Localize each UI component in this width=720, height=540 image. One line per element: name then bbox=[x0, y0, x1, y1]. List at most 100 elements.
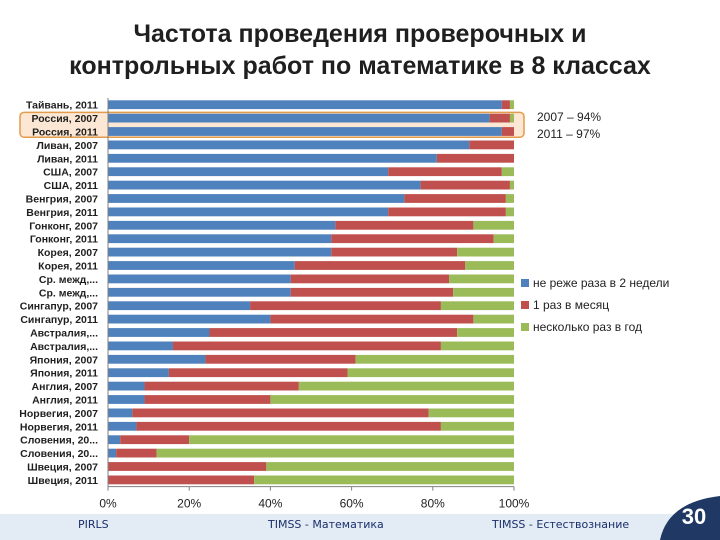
bar-segment bbox=[132, 408, 429, 418]
bar-segment bbox=[168, 368, 348, 378]
bar-segment bbox=[347, 368, 514, 378]
bar-segment bbox=[108, 475, 255, 485]
bar-segment bbox=[331, 247, 458, 257]
category-label: Ср. межд,... bbox=[39, 274, 98, 286]
bar-segment bbox=[509, 100, 514, 110]
page-number-badge bbox=[660, 496, 720, 540]
category-label: Словения, 20... bbox=[20, 448, 98, 460]
x-tick-label: 100% bbox=[499, 497, 530, 511]
page-number: 30 bbox=[681, 504, 707, 529]
legend-label: несколько раз в год bbox=[533, 320, 642, 334]
bar-segment bbox=[172, 341, 441, 351]
bar-segment bbox=[440, 341, 514, 351]
annotation-2007: 2007 – 94% bbox=[537, 110, 601, 124]
bar-segment bbox=[355, 354, 514, 364]
bar-segment bbox=[436, 153, 514, 163]
bar-segment bbox=[108, 421, 137, 431]
bar-segment bbox=[108, 287, 291, 297]
bar-segment bbox=[116, 448, 157, 458]
bar-segment bbox=[108, 247, 332, 257]
bar-segment bbox=[505, 194, 514, 203]
bar-segment bbox=[209, 328, 458, 337]
bar-segment bbox=[250, 301, 441, 311]
bar-segment bbox=[108, 354, 206, 364]
bar-segment bbox=[108, 180, 421, 190]
category-label: Швеция, 2011 bbox=[28, 475, 99, 487]
category-label: Австралия,... bbox=[30, 328, 98, 340]
bar-segment bbox=[254, 475, 514, 485]
bar-segment bbox=[473, 314, 514, 324]
category-label: Австралия,... bbox=[30, 341, 98, 353]
category-label: Венгрия, 2011 bbox=[26, 207, 98, 219]
bar-segment bbox=[108, 274, 291, 284]
bar-segment bbox=[144, 395, 271, 404]
legend-label: 1 раз в месяц bbox=[533, 298, 609, 312]
category-label: Венгрия, 2007 bbox=[26, 194, 98, 206]
footer-pirls: PIRLS bbox=[78, 518, 109, 531]
category-label: Тайвань, 2011 bbox=[26, 100, 98, 112]
bar-segment bbox=[108, 153, 437, 163]
bar-segment bbox=[335, 220, 474, 230]
bar-segment bbox=[440, 301, 514, 311]
bar-segment bbox=[108, 408, 133, 418]
bar-segment bbox=[108, 207, 389, 217]
footer-timss-math: TIMSS - Математика bbox=[268, 518, 384, 531]
category-label: Япония, 2007 bbox=[30, 354, 99, 366]
legend-swatch bbox=[521, 279, 529, 287]
category-label: Сингапур, 2007 bbox=[20, 301, 98, 313]
bar-segment bbox=[108, 301, 251, 311]
bar-segment bbox=[136, 421, 441, 431]
bar-segment bbox=[189, 435, 514, 445]
bar-segment bbox=[270, 314, 474, 324]
bar-segment bbox=[505, 207, 514, 217]
bar-segment bbox=[493, 234, 514, 244]
bar-segment bbox=[509, 113, 514, 123]
bar-segment bbox=[453, 287, 514, 297]
bar-segment bbox=[420, 180, 510, 190]
bar-segment bbox=[298, 381, 514, 391]
category-label: Ливан, 2007 bbox=[36, 140, 98, 152]
bar-segment bbox=[108, 462, 267, 471]
chart-title-line-1: Частота проведения проверочных и bbox=[133, 20, 587, 48]
bar-segment bbox=[108, 368, 169, 378]
bar-segment bbox=[108, 328, 210, 337]
bar-segment bbox=[457, 328, 514, 337]
bar-segment bbox=[108, 220, 336, 230]
bar-segment bbox=[108, 140, 470, 150]
category-label: Сингапур, 2011 bbox=[20, 314, 98, 326]
category-label: Корея, 2011 bbox=[38, 261, 98, 273]
category-label: США, 2007 bbox=[43, 167, 98, 179]
footer-timss-science: TIMSS - Естествознание bbox=[492, 518, 630, 531]
bar-segment bbox=[108, 448, 117, 458]
bar-segment bbox=[428, 408, 514, 418]
bar-segment bbox=[501, 127, 514, 136]
bar-segment bbox=[108, 395, 145, 404]
bar-segment bbox=[457, 247, 514, 257]
bar-segment bbox=[108, 127, 502, 136]
category-label: Россия, 2007 bbox=[32, 113, 99, 125]
category-label: Ср. межд,... bbox=[39, 287, 98, 299]
bar-segment bbox=[388, 167, 502, 177]
category-label: Норвегия, 2007 bbox=[19, 408, 98, 420]
category-label: Словения, 20... bbox=[20, 435, 98, 447]
bar-segment bbox=[294, 261, 466, 270]
bar-segment bbox=[290, 287, 454, 297]
bar-segment bbox=[489, 113, 510, 123]
category-label: Гонконг, 2007 bbox=[29, 220, 98, 232]
bar-segment bbox=[404, 194, 506, 203]
bar-segment bbox=[331, 234, 494, 244]
x-tick-label: 0% bbox=[99, 497, 117, 511]
x-tick-label: 40% bbox=[258, 497, 282, 511]
legend-swatch bbox=[521, 323, 529, 331]
footer-band bbox=[0, 514, 720, 540]
bar-segment bbox=[108, 194, 405, 203]
bar-segment bbox=[108, 381, 145, 391]
bar-segment bbox=[440, 421, 514, 431]
bar-segment bbox=[465, 261, 514, 270]
legend-label: не реже раза в 2 недели bbox=[533, 276, 669, 290]
category-label: Норвегия, 2011 bbox=[20, 421, 98, 433]
bar-segment bbox=[473, 220, 514, 230]
bar-segment bbox=[108, 435, 121, 445]
bar-segment bbox=[144, 381, 299, 391]
